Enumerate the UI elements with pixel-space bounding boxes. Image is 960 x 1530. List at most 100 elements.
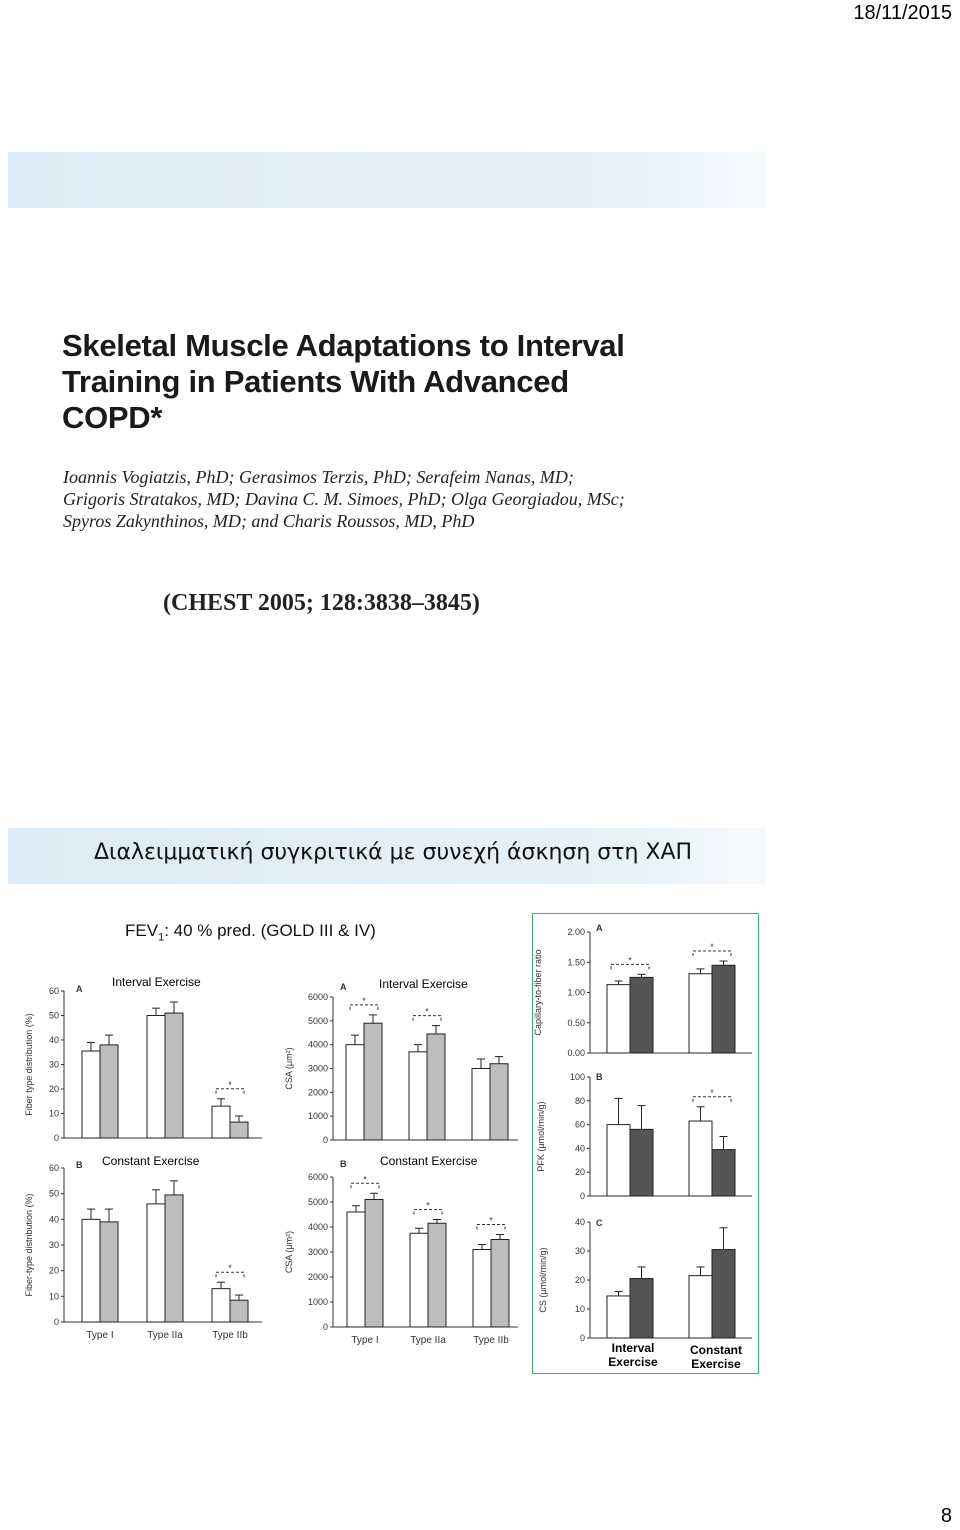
slide-date: 18/11/2015 xyxy=(853,2,952,24)
significance-star: * xyxy=(362,996,366,1006)
x-label-interval: Exercise xyxy=(608,1355,658,1369)
significance-bracket xyxy=(350,1182,380,1189)
bar-post xyxy=(629,1278,654,1339)
panel-title-constant: Constant Exercise xyxy=(380,1154,478,1168)
significance-star: * xyxy=(426,1201,430,1211)
author-line: Grigoris Stratakos, MD; Davina C. M. Sim… xyxy=(63,489,625,509)
significance-bracket xyxy=(349,1004,379,1010)
paper-title: Skeletal Muscle Adaptations to Interval … xyxy=(62,328,625,436)
y-tick-label: 0 xyxy=(54,1317,59,1327)
significance-star: * xyxy=(710,1088,714,1098)
y-tick-label: 0 xyxy=(323,1135,328,1145)
x-label-interval: Interval xyxy=(612,1341,655,1355)
bar-post xyxy=(164,1012,184,1139)
y-tick-label: 20 xyxy=(49,1084,59,1094)
y-tick-label: 4000 xyxy=(308,1040,328,1050)
panel-letter: B xyxy=(76,1160,83,1170)
y-tick-label: 100 xyxy=(570,1072,585,1082)
paper-title-line: Skeletal Muscle Adaptations to Interval xyxy=(62,328,625,363)
x-label-constant: Exercise xyxy=(691,1357,741,1371)
bar-pre xyxy=(471,1068,491,1141)
y-tick-label: 0 xyxy=(323,1322,328,1332)
slide-title-bar xyxy=(8,152,766,208)
y-axis-title: CS (μmol/min/g) xyxy=(538,1247,548,1312)
y-tick-label: 50 xyxy=(49,1011,59,1021)
y-tick-label: 30 xyxy=(575,1246,585,1256)
bar-pre xyxy=(146,1203,166,1323)
significance-star: * xyxy=(628,955,632,965)
y-tick-label: 20 xyxy=(575,1167,585,1177)
panel-title-constant: Constant Exercise xyxy=(102,1154,200,1168)
significance-bracket xyxy=(692,1096,732,1102)
panel-title-interval: Interval Exercise xyxy=(112,975,201,989)
bar-post xyxy=(99,1221,119,1323)
bar-pre xyxy=(606,984,631,1054)
y-tick-label: 40 xyxy=(575,1217,585,1227)
bar-post xyxy=(490,1239,510,1328)
bar-post xyxy=(229,1121,249,1139)
y-tick-label: 20 xyxy=(575,1275,585,1285)
bar-post xyxy=(489,1063,509,1141)
paper-title-line: Training in Patients With Advanced xyxy=(62,364,569,399)
y-axis-title: CSA (μm²) xyxy=(284,1231,294,1273)
significance-bracket xyxy=(413,1209,443,1215)
y-axis-title: PFK (μmol/min/g) xyxy=(536,1101,546,1171)
x-label-constant: Constant xyxy=(690,1343,742,1357)
bar-pre xyxy=(211,1105,231,1139)
bar-pre xyxy=(688,1120,713,1197)
y-tick-label: 60 xyxy=(49,1163,59,1173)
y-axis-title: Fiber-type distribution (%) xyxy=(24,1193,34,1296)
y-tick-label: 0 xyxy=(54,1133,59,1143)
y-tick-label: 40 xyxy=(49,1214,59,1224)
paper-authors: Ioannis Vogiatzis, PhD; Gerasimos Terzis… xyxy=(63,466,625,532)
bar-pre xyxy=(408,1051,428,1141)
bar-pre xyxy=(81,1050,101,1139)
bar-post xyxy=(711,1149,736,1197)
y-tick-label: 2000 xyxy=(308,1087,328,1097)
slide-heading-bar xyxy=(8,828,766,884)
bar-post xyxy=(711,964,736,1054)
enzyme-figure-frame xyxy=(532,913,759,1374)
y-tick-label: 60 xyxy=(575,1120,585,1130)
y-tick-label: 0.50 xyxy=(567,1018,585,1028)
panel-letter: C xyxy=(596,1218,603,1228)
y-tick-label: 10 xyxy=(49,1291,59,1301)
y-tick-label: 20 xyxy=(49,1266,59,1276)
bar-post xyxy=(99,1044,119,1139)
y-tick-label: 1000 xyxy=(308,1111,328,1121)
bar-post xyxy=(426,1033,446,1141)
y-tick-label: 10 xyxy=(575,1304,585,1314)
bar-post xyxy=(164,1194,184,1323)
y-tick-label: 3000 xyxy=(308,1247,328,1257)
y-tick-label: 30 xyxy=(49,1240,59,1250)
y-tick-label: 2000 xyxy=(308,1272,328,1282)
y-tick-label: 0 xyxy=(580,1191,585,1201)
bar-post xyxy=(427,1222,447,1328)
y-tick-label: 1.00 xyxy=(567,988,585,998)
y-tick-label: 0 xyxy=(580,1333,585,1343)
x-tick-label: Type IIa xyxy=(147,1330,183,1341)
bar-pre xyxy=(688,1275,713,1339)
y-axis-title: Capillary-to-fiber ratio xyxy=(533,949,543,1035)
bar-pre xyxy=(146,1015,166,1139)
bar-pre xyxy=(345,1044,365,1141)
y-tick-label: 50 xyxy=(49,1189,59,1199)
significance-bracket xyxy=(476,1224,506,1230)
significance-bracket xyxy=(692,950,732,957)
bar-post xyxy=(629,976,654,1054)
significance-bracket xyxy=(215,1271,245,1278)
y-tick-label: 6000 xyxy=(308,1172,328,1182)
y-tick-label: 30 xyxy=(49,1060,59,1070)
significance-bracket xyxy=(610,963,650,970)
bar-pre xyxy=(688,973,713,1054)
bar-pre xyxy=(409,1232,429,1328)
y-tick-label: 0.00 xyxy=(567,1048,585,1058)
y-tick-label: 6000 xyxy=(308,992,328,1002)
significance-bracket xyxy=(412,1015,442,1021)
y-tick-label: 4000 xyxy=(308,1222,328,1232)
paper-citation: (CHEST 2005; 128:3838–3845) xyxy=(163,590,480,616)
y-tick-label: 40 xyxy=(49,1035,59,1045)
y-tick-label: 5000 xyxy=(308,1197,328,1207)
fev-rest: : 40 % pred. (GOLD III & IV) xyxy=(164,921,376,940)
